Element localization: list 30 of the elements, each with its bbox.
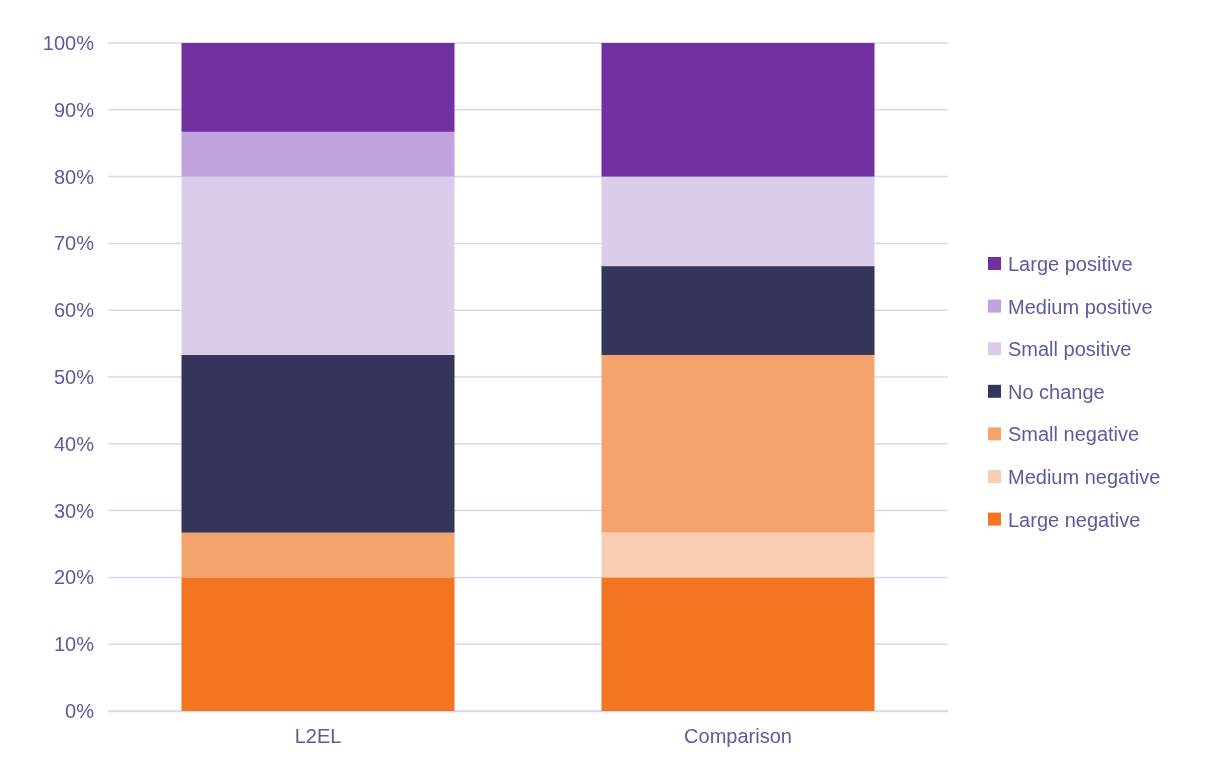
y-tick-label: 80% [53, 165, 95, 188]
bar [181, 43, 455, 132]
bar [181, 131, 455, 177]
legend-label: Medium negative [1008, 466, 1161, 488]
x-tick-label: Comparison [684, 725, 792, 748]
y-tick-label: 100% [42, 31, 95, 54]
bar [601, 577, 875, 711]
y-tick-label: 40% [53, 432, 95, 455]
legend-label: No change [1008, 380, 1105, 403]
bar [601, 43, 875, 177]
bar [181, 354, 455, 533]
legend-label: Small positive [1008, 338, 1132, 361]
x-tick-label: L2EL [294, 725, 342, 748]
bar [181, 532, 455, 578]
y-tick-label: 90% [53, 98, 95, 121]
y-tick-label: 70% [53, 232, 95, 255]
y-tick-label: 30% [53, 499, 95, 522]
y-tick-label: 0% [65, 699, 95, 722]
legend-label: Medium positive [1008, 295, 1153, 318]
y-tick-label: 60% [53, 299, 95, 322]
y-tick-label: 20% [53, 566, 95, 589]
y-tick-label: 50% [53, 365, 95, 388]
y-tick-label: 10% [53, 633, 95, 656]
bar [601, 266, 875, 355]
legend-label: Large negative [1008, 508, 1141, 531]
bar [601, 532, 875, 578]
bar [181, 577, 455, 711]
legend-label: Large positive [1008, 253, 1133, 275]
legend-label: Small negative [1008, 423, 1140, 446]
bar [601, 354, 875, 533]
